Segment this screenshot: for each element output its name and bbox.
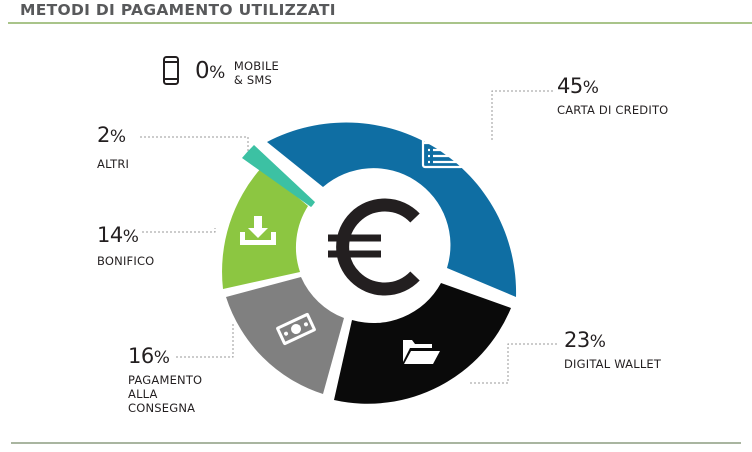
footer-divider: [11, 442, 741, 444]
category-name-line3: CONSEGNA: [128, 401, 196, 415]
percent-symbol: %: [589, 332, 606, 352]
segment-altri: [242, 145, 316, 207]
percent-symbol: %: [582, 78, 599, 98]
category-name: CARTA DI CREDITO: [557, 103, 669, 117]
percent-value: 16: [128, 344, 154, 368]
percent-symbol: %: [109, 127, 126, 147]
leader-line-carta: [491, 90, 553, 142]
percent-symbol: %: [209, 63, 225, 83]
category-name-line2: ALLA: [128, 387, 158, 401]
leader-line-consegna: [176, 322, 234, 358]
label-bonifico: 14% BONIFICO: [97, 224, 154, 268]
leader-line-wallet: [470, 343, 557, 384]
label-mobile-sms: 0% MOBILE & SMS: [195, 58, 280, 87]
folder-icon: [403, 340, 440, 364]
label-carta-di-credito: 45% CARTA DI CREDITO: [557, 75, 668, 117]
percent-symbol: %: [153, 348, 170, 368]
leader-line-bonifico: [142, 228, 216, 233]
category-name-line1: MOBILE: [233, 59, 280, 73]
cash-icon: [276, 312, 316, 346]
category-name-line1: PAGAMENTO: [128, 373, 203, 387]
header-divider: [8, 22, 752, 24]
category-name: ALTRI: [97, 157, 130, 171]
segment-digital-wallet: [334, 283, 511, 404]
donut-hole: [300, 174, 444, 318]
percent-value: 45: [557, 74, 583, 98]
label-pagamento-alla-consegna: 16% PAGAMENTO ALLA CONSEGNA: [128, 345, 202, 415]
download-icon: [240, 216, 276, 245]
leader-line-altri: [140, 136, 249, 158]
page-title: METODI DI PAGAMENTO UTILIZZATI: [20, 1, 336, 19]
euro-icon: [328, 198, 420, 296]
leader-lines: [140, 90, 557, 384]
percent-value: 23: [564, 328, 590, 352]
label-digital-wallet: 23% DIGITAL WALLET: [564, 329, 661, 371]
label-altri: 2% ALTRI: [97, 124, 129, 171]
percent-value: 0: [195, 58, 210, 84]
percent-symbol: %: [122, 227, 139, 247]
category-name: DIGITAL WALLET: [564, 357, 662, 371]
mobile-phone-icon: [163, 56, 179, 85]
category-name-line2: & SMS: [233, 73, 273, 87]
percent-value: 2: [97, 123, 110, 147]
credit-card-icon: [421, 135, 465, 169]
percent-value: 14: [97, 223, 123, 247]
category-name: BONIFICO: [97, 254, 155, 268]
